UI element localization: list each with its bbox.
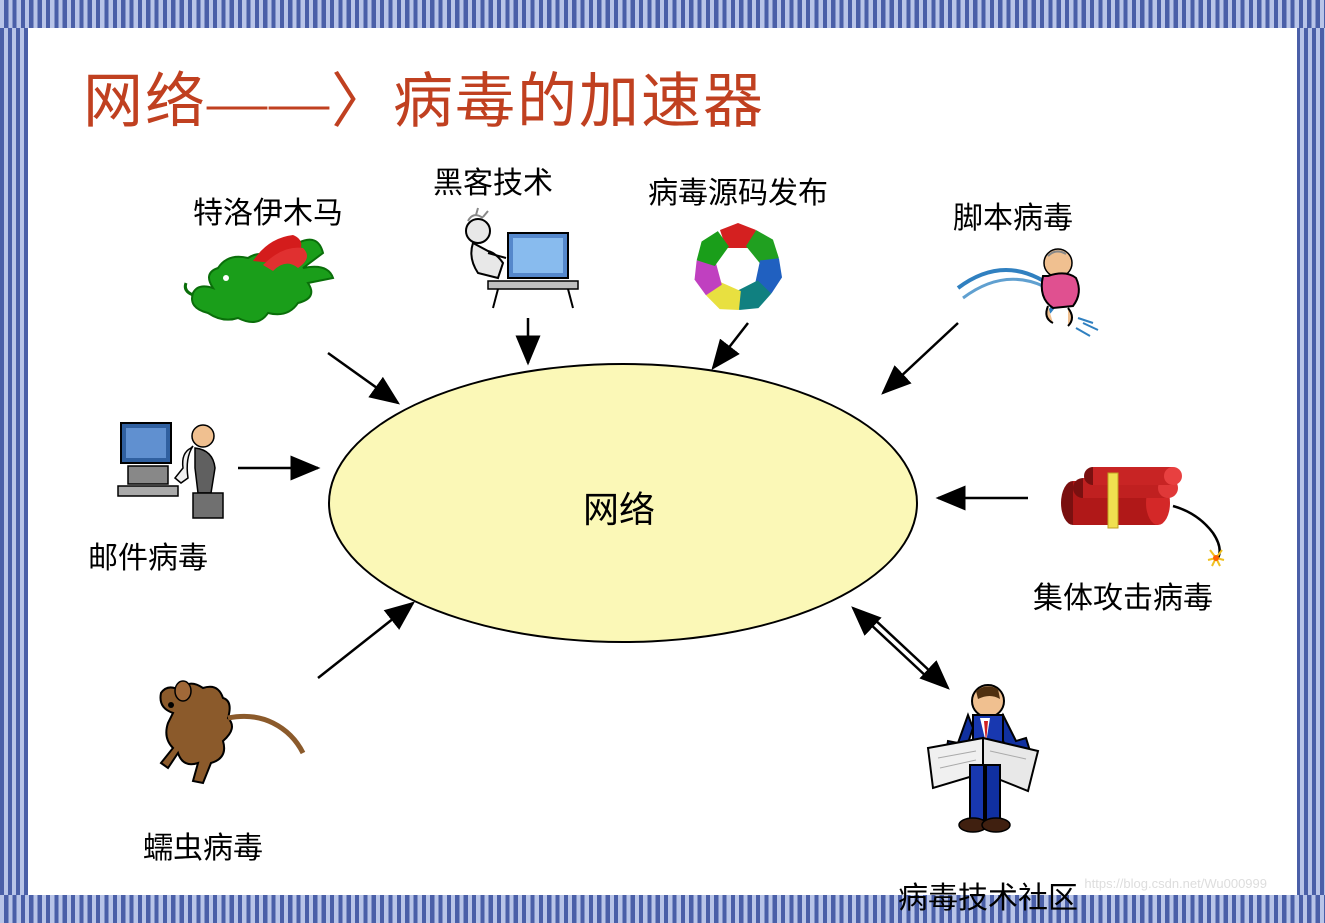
- watermark: https://blog.csdn.net/Wu000999: [1084, 876, 1267, 891]
- slide-content: 网络——〉病毒的加速器 网络 特洛伊木马 黑客技术 病毒源码发布 脚本病毒 邮件…: [28, 28, 1297, 895]
- arrows-layer: [28, 28, 1297, 895]
